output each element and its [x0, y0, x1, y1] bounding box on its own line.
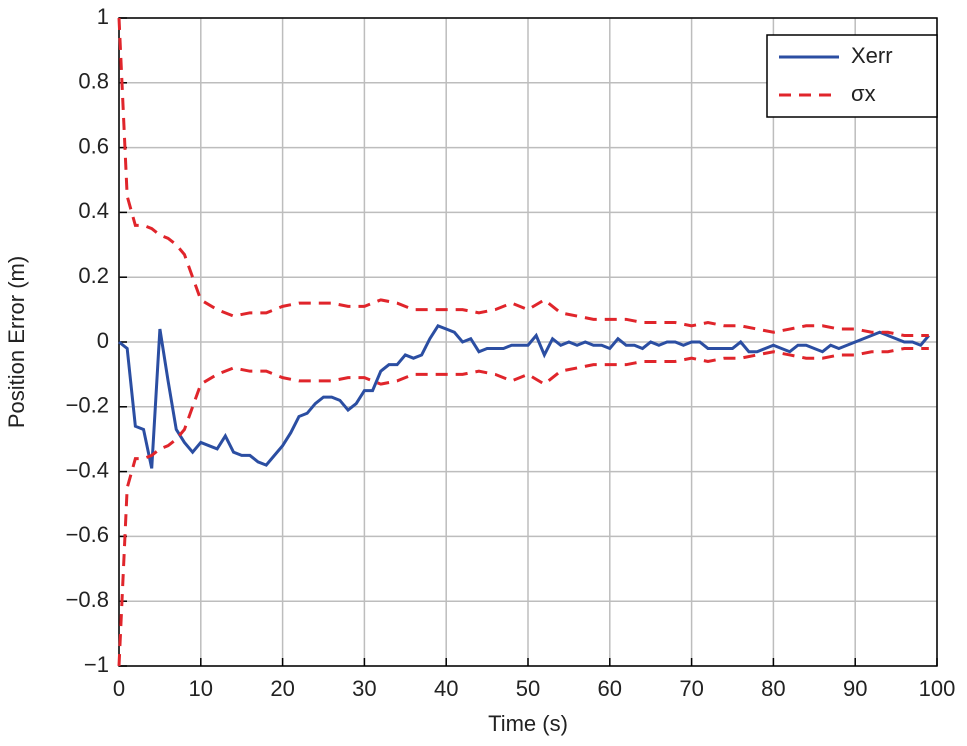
y-tick-label: 0.4 [78, 198, 109, 223]
y-tick-label: 1 [97, 4, 109, 29]
y-tick-label: −0.4 [66, 457, 109, 482]
legend-label: σx [851, 81, 876, 106]
data-line [118, 323, 930, 469]
y-tick-label: 0.2 [78, 263, 109, 288]
y-tick-label: −0.6 [66, 522, 109, 547]
y-tick-label: 0.6 [78, 133, 109, 158]
x-tick-label: 20 [270, 676, 294, 701]
y-tick-label: −1 [84, 652, 109, 677]
y-tick-label: −0.2 [66, 393, 109, 418]
data-line [117, 17, 929, 338]
x-tick-label: 70 [679, 676, 703, 701]
y-tick-label: 0.8 [78, 69, 109, 94]
x-tick-label: 0 [113, 676, 125, 701]
x-tick-label: 40 [434, 676, 458, 701]
x-tick-label: 60 [598, 676, 622, 701]
x-tick-label: 100 [919, 676, 956, 701]
x-tick-label: 90 [843, 676, 867, 701]
x-tick-label: 80 [761, 676, 785, 701]
x-tick-label: 30 [352, 676, 376, 701]
x-tick-label: 10 [189, 676, 213, 701]
x-axis-title: Time (s) [488, 711, 568, 736]
legend-box [766, 34, 938, 118]
y-tick-label: 0 [97, 328, 109, 353]
y-axis-title: Position Error (m) [4, 256, 29, 428]
y-tick-label: −0.8 [66, 587, 109, 612]
legend-label: Xerr [851, 43, 893, 68]
data-line [117, 346, 929, 667]
x-tick-label: 50 [516, 676, 540, 701]
